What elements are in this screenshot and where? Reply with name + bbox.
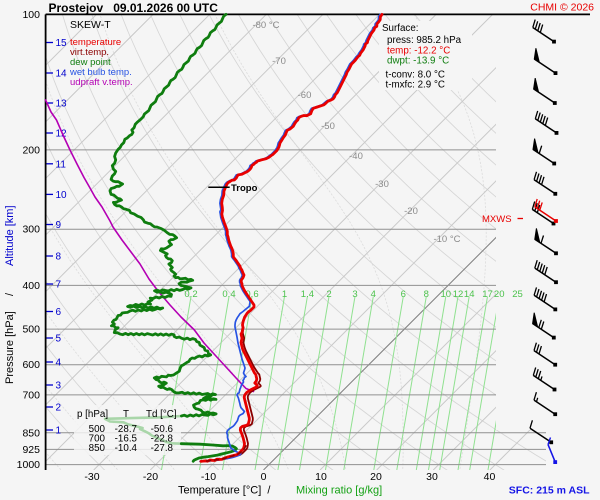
svg-text:-20: -20 bbox=[143, 471, 158, 483]
svg-text:20: 20 bbox=[494, 289, 505, 300]
svg-text:SFC: 215 m ASL: SFC: 215 m ASL bbox=[509, 485, 590, 497]
svg-text:Altitude [km]: Altitude [km] bbox=[4, 205, 16, 266]
svg-text:virt.temp.: virt.temp. bbox=[70, 47, 109, 58]
svg-text:12: 12 bbox=[453, 289, 464, 300]
svg-text:17: 17 bbox=[482, 289, 493, 300]
svg-text:2: 2 bbox=[56, 403, 62, 414]
svg-text:10: 10 bbox=[441, 289, 452, 300]
svg-text:Prostejov 09.01.2026 00 UTC: Prostejov 09.01.2026 00 UTC bbox=[49, 1, 219, 15]
svg-text:t-mxfc: 2.9 °C: t-mxfc: 2.9 °C bbox=[386, 80, 445, 91]
svg-text:Pressure [hPa]: Pressure [hPa] bbox=[4, 311, 16, 384]
svg-text:-10: -10 bbox=[201, 471, 216, 483]
svg-text:3: 3 bbox=[352, 289, 357, 300]
svg-text:-40: -40 bbox=[349, 151, 363, 162]
svg-text:-60: -60 bbox=[298, 90, 312, 101]
svg-text:-30: -30 bbox=[375, 179, 389, 190]
svg-text:0.6: 0.6 bbox=[245, 289, 258, 300]
svg-text:t-conv: 8.0 °C: t-conv: 8.0 °C bbox=[386, 70, 445, 81]
svg-text:10: 10 bbox=[315, 471, 327, 483]
svg-text:-22.8: -22.8 bbox=[151, 434, 174, 445]
svg-text:SKEW-T: SKEW-T bbox=[70, 19, 111, 31]
svg-text:dwpt: -13.9 °C: dwpt: -13.9 °C bbox=[387, 56, 449, 67]
svg-text:Surface:: Surface: bbox=[382, 23, 419, 34]
svg-text:6: 6 bbox=[56, 307, 62, 318]
svg-text:8: 8 bbox=[56, 252, 62, 263]
svg-text:8: 8 bbox=[424, 289, 429, 300]
svg-text:600: 600 bbox=[22, 359, 40, 371]
svg-text:-27.8: -27.8 bbox=[151, 443, 174, 454]
svg-text:CHMI © 2026: CHMI © 2026 bbox=[530, 2, 594, 14]
svg-text:MXWS: MXWS bbox=[482, 214, 512, 225]
svg-text:/: / bbox=[4, 292, 16, 296]
svg-text:700: 700 bbox=[89, 434, 106, 445]
svg-text:20: 20 bbox=[370, 471, 382, 483]
svg-text:-50.6: -50.6 bbox=[151, 424, 174, 435]
svg-text:Td [°C]: Td [°C] bbox=[146, 409, 177, 420]
svg-text:15: 15 bbox=[56, 38, 68, 49]
svg-text:4: 4 bbox=[371, 289, 376, 300]
svg-text:14: 14 bbox=[56, 69, 68, 80]
svg-text:300: 300 bbox=[22, 224, 40, 236]
svg-text:10: 10 bbox=[56, 190, 68, 201]
svg-text:udpraft v.temp.: udpraft v.temp. bbox=[70, 77, 133, 88]
svg-text:temperature: temperature bbox=[70, 37, 121, 48]
svg-text:-70: -70 bbox=[272, 56, 286, 67]
svg-text:30: 30 bbox=[426, 471, 438, 483]
svg-text:200: 200 bbox=[22, 144, 40, 156]
svg-text:850: 850 bbox=[89, 443, 106, 454]
svg-text:Temperature [°C] /: Temperature [°C] / bbox=[178, 485, 271, 497]
svg-text:7: 7 bbox=[56, 280, 62, 291]
svg-text:6: 6 bbox=[401, 289, 406, 300]
svg-text:13: 13 bbox=[56, 99, 68, 110]
svg-text:2: 2 bbox=[326, 289, 331, 300]
svg-text:400: 400 bbox=[22, 280, 40, 292]
svg-text:12: 12 bbox=[56, 129, 68, 140]
svg-text:-20: -20 bbox=[404, 206, 418, 217]
svg-text:1: 1 bbox=[56, 426, 62, 437]
svg-text:25: 25 bbox=[512, 289, 523, 300]
svg-text:1: 1 bbox=[282, 289, 287, 300]
svg-text:40: 40 bbox=[484, 471, 496, 483]
svg-text:11: 11 bbox=[56, 159, 67, 170]
svg-text:1000: 1000 bbox=[17, 459, 41, 471]
svg-text:-10 °C: -10 °C bbox=[433, 234, 460, 245]
svg-text:T: T bbox=[123, 409, 129, 420]
svg-text:p [hPa]: p [hPa] bbox=[77, 409, 108, 420]
svg-text:dew point: dew point bbox=[70, 57, 111, 68]
svg-text:-80 °C: -80 °C bbox=[252, 20, 279, 31]
svg-text:0: 0 bbox=[261, 471, 267, 483]
svg-text:925: 925 bbox=[22, 444, 40, 456]
svg-text:700: 700 bbox=[22, 389, 40, 401]
svg-text:-28.7: -28.7 bbox=[115, 424, 137, 435]
svg-text:5: 5 bbox=[56, 334, 62, 345]
svg-text:100: 100 bbox=[22, 9, 40, 21]
svg-text:4: 4 bbox=[56, 358, 62, 369]
svg-text:-30: -30 bbox=[84, 471, 99, 483]
svg-text:wet bulb temp.: wet bulb temp. bbox=[69, 67, 132, 78]
svg-text:500: 500 bbox=[89, 424, 106, 435]
svg-text:Mixing ratio [g/kg]: Mixing ratio [g/kg] bbox=[296, 485, 382, 497]
svg-text:3: 3 bbox=[56, 381, 62, 392]
svg-text:press: 985.2 hPa: press: 985.2 hPa bbox=[387, 35, 462, 46]
svg-text:0.4: 0.4 bbox=[222, 289, 235, 300]
svg-text:1.4: 1.4 bbox=[301, 289, 314, 300]
svg-text:500: 500 bbox=[22, 324, 40, 336]
svg-text:-10.4: -10.4 bbox=[115, 443, 138, 454]
svg-text:0.2: 0.2 bbox=[184, 289, 197, 300]
svg-text:temp: -12.2 °C: temp: -12.2 °C bbox=[387, 46, 450, 57]
svg-text:14: 14 bbox=[464, 289, 475, 300]
svg-text:850: 850 bbox=[22, 427, 40, 439]
svg-text:-50: -50 bbox=[321, 121, 335, 132]
svg-text:9: 9 bbox=[56, 220, 62, 231]
svg-text:Tropo: Tropo bbox=[231, 183, 258, 194]
svg-text:-16.5: -16.5 bbox=[115, 434, 138, 445]
